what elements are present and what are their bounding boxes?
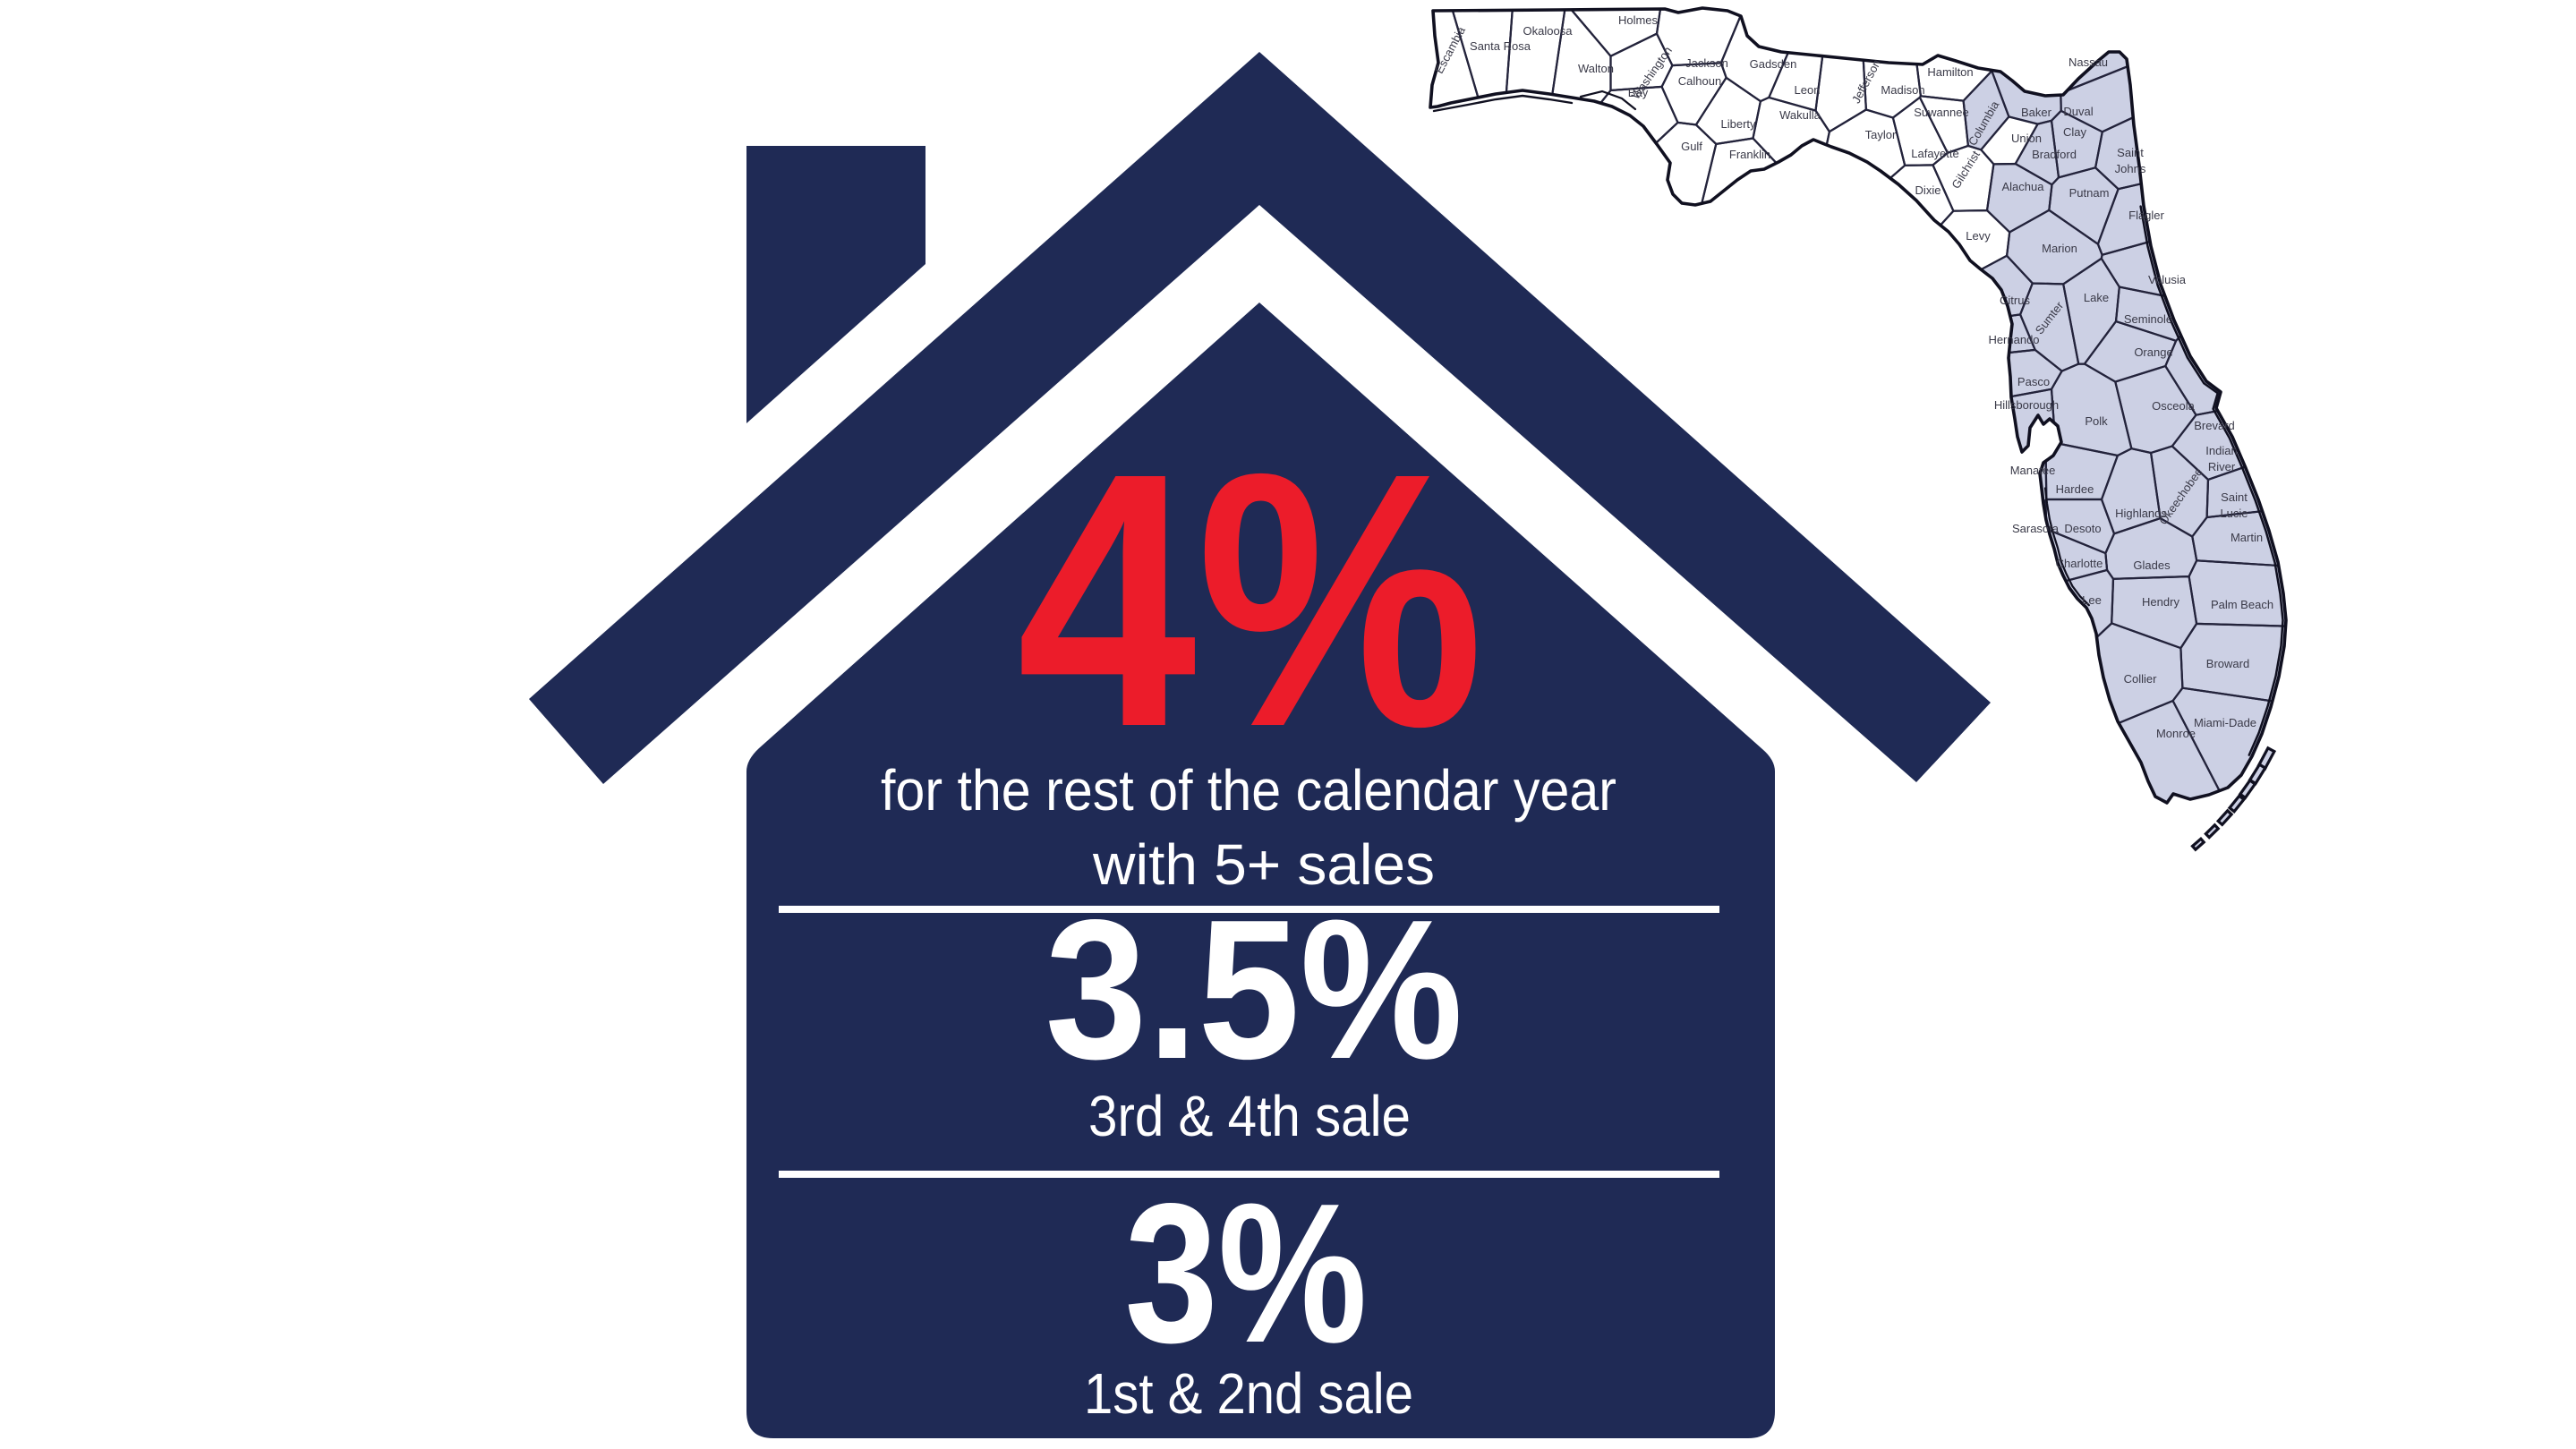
svg-text:3%: 3% bbox=[1125, 1163, 1368, 1385]
svg-text:for the rest of the calendar y: for the rest of the calendar year bbox=[881, 758, 1616, 823]
svg-text:Bay: Bay bbox=[1628, 86, 1649, 99]
svg-text:4%: 4% bbox=[1017, 397, 1484, 802]
svg-text:Okaloosa: Okaloosa bbox=[1523, 24, 1574, 38]
svg-text:Union: Union bbox=[2011, 132, 2042, 145]
svg-text:Desoto: Desoto bbox=[2064, 522, 2101, 535]
svg-text:Gulf: Gulf bbox=[1681, 140, 1702, 153]
svg-text:Alachua: Alachua bbox=[2002, 180, 2045, 193]
svg-text:Santa Rosa: Santa Rosa bbox=[1470, 39, 1531, 53]
svg-text:Walton: Walton bbox=[1578, 62, 1614, 75]
svg-text:Taylor: Taylor bbox=[1865, 128, 1897, 141]
svg-text:Manatee: Manatee bbox=[2010, 464, 2056, 477]
svg-text:Clay: Clay bbox=[2063, 125, 2087, 139]
svg-text:Lafayette: Lafayette bbox=[1911, 147, 1959, 160]
svg-text:Osceola: Osceola bbox=[2152, 399, 2195, 413]
svg-text:Marion: Marion bbox=[2042, 242, 2077, 255]
svg-text:Putnam: Putnam bbox=[2069, 186, 2110, 200]
svg-text:Highlands: Highlands bbox=[2115, 507, 2167, 520]
svg-text:Leon: Leon bbox=[1795, 83, 1821, 97]
svg-text:Dixie: Dixie bbox=[1915, 183, 1941, 197]
svg-text:Saint: Saint bbox=[2221, 490, 2248, 504]
svg-text:Flagler: Flagler bbox=[2128, 209, 2164, 222]
svg-text:Palm Beach: Palm Beach bbox=[2211, 598, 2273, 611]
svg-text:Lucie: Lucie bbox=[2220, 507, 2248, 520]
svg-text:Nassau: Nassau bbox=[2068, 55, 2108, 69]
svg-text:Orange: Orange bbox=[2134, 345, 2172, 359]
svg-text:Johns: Johns bbox=[2115, 162, 2146, 175]
svg-text:Hamilton: Hamilton bbox=[1927, 65, 1973, 79]
svg-text:Gadsden: Gadsden bbox=[1750, 57, 1797, 71]
svg-text:Martin: Martin bbox=[2231, 531, 2263, 544]
svg-text:Broward: Broward bbox=[2206, 657, 2249, 670]
svg-text:Hardee: Hardee bbox=[2056, 482, 2094, 496]
svg-text:Volusia: Volusia bbox=[2148, 273, 2187, 286]
svg-text:3.5%: 3.5% bbox=[1045, 879, 1463, 1101]
svg-text:River: River bbox=[2208, 460, 2236, 473]
svg-text:Polk: Polk bbox=[2085, 414, 2108, 428]
svg-text:Indian: Indian bbox=[2205, 444, 2237, 457]
svg-text:Liberty: Liberty bbox=[1720, 117, 1756, 131]
svg-text:Monroe: Monroe bbox=[2156, 727, 2196, 740]
svg-text:with 5+ sales: with 5+ sales bbox=[1092, 832, 1435, 897]
svg-text:Hendry: Hendry bbox=[2142, 595, 2179, 609]
svg-text:Madison: Madison bbox=[1881, 83, 1924, 97]
svg-text:Lake: Lake bbox=[2084, 291, 2109, 304]
svg-text:Duval: Duval bbox=[2063, 105, 2093, 118]
svg-text:Holmes: Holmes bbox=[1618, 13, 1659, 27]
svg-text:Levy: Levy bbox=[1966, 229, 1991, 243]
svg-text:Glades: Glades bbox=[2133, 558, 2171, 572]
svg-text:Bradford: Bradford bbox=[2032, 148, 2077, 161]
svg-text:1st & 2nd sale: 1st & 2nd sale bbox=[1084, 1361, 1413, 1426]
svg-text:Lee: Lee bbox=[2082, 593, 2102, 607]
svg-text:Brevard: Brevard bbox=[2194, 419, 2235, 432]
svg-text:Sarasota: Sarasota bbox=[2012, 522, 2060, 535]
svg-text:Saint: Saint bbox=[2117, 146, 2144, 159]
svg-text:Citrus: Citrus bbox=[2000, 294, 2030, 307]
svg-text:Jackson: Jackson bbox=[1685, 56, 1728, 70]
svg-text:Collier: Collier bbox=[2124, 672, 2158, 686]
svg-text:Calhoun: Calhoun bbox=[1678, 74, 1721, 88]
svg-text:Pasco: Pasco bbox=[2017, 375, 2050, 388]
svg-text:Hernando: Hernando bbox=[1988, 333, 2039, 346]
svg-text:Hillsborough: Hillsborough bbox=[1994, 398, 2059, 412]
svg-text:Charlotte: Charlotte bbox=[2056, 557, 2103, 570]
svg-text:Suwannee: Suwannee bbox=[1914, 106, 1968, 119]
svg-text:Seminole: Seminole bbox=[2124, 312, 2172, 326]
svg-text:3rd & 4th sale: 3rd & 4th sale bbox=[1088, 1084, 1411, 1148]
svg-text:Miami-Dade: Miami-Dade bbox=[2194, 716, 2256, 729]
svg-text:Franklin: Franklin bbox=[1729, 148, 1770, 161]
svg-text:Baker: Baker bbox=[2021, 106, 2052, 119]
svg-text:Wakulla: Wakulla bbox=[1779, 108, 1821, 122]
